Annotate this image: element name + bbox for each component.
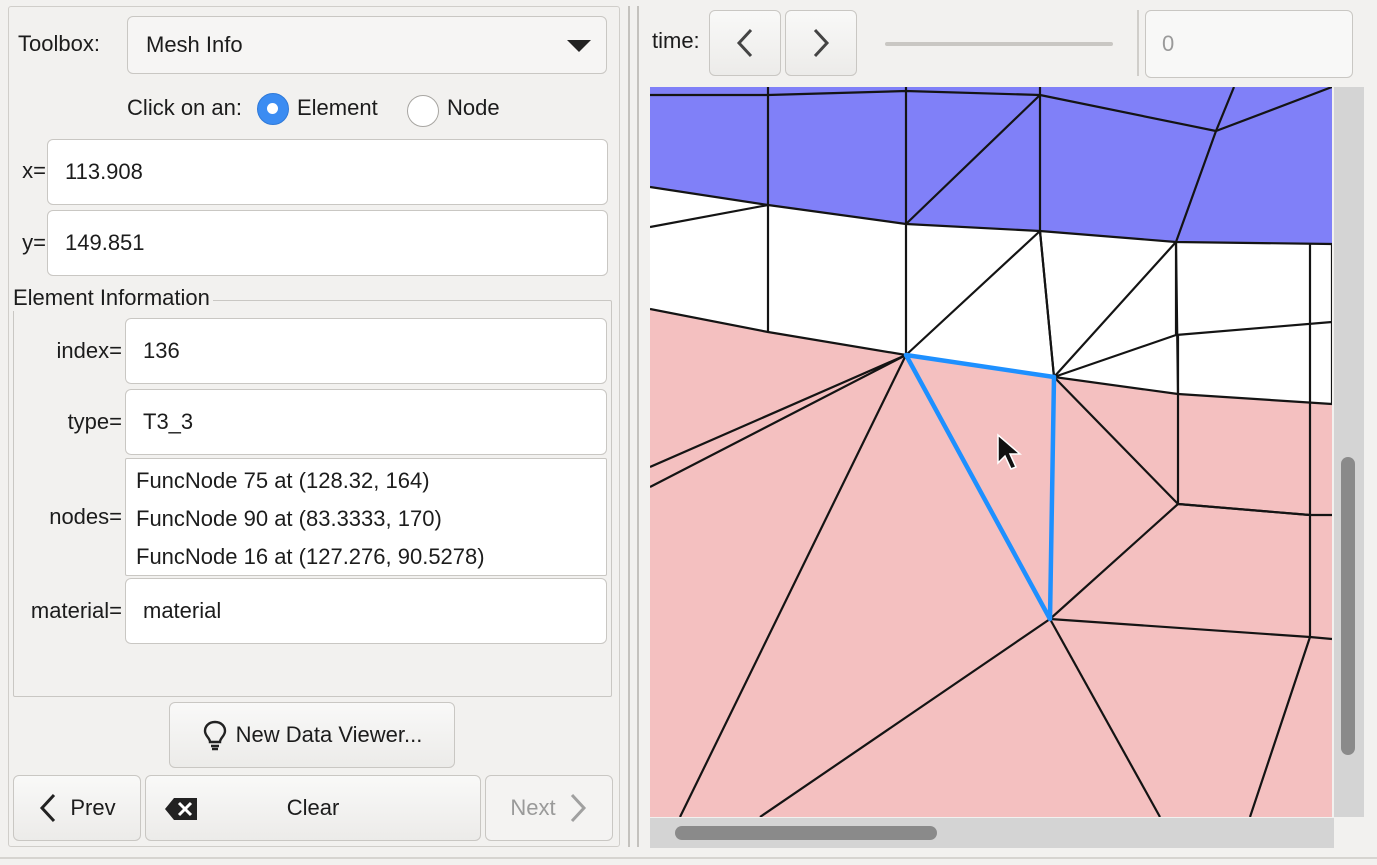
y-field[interactable]: 149.851 — [47, 210, 608, 276]
index-label: index= — [56, 338, 122, 363]
prev-button[interactable]: Prev — [13, 775, 141, 841]
toolbar-separator — [1137, 10, 1139, 76]
node-radio-label: Node — [447, 95, 500, 120]
time-field[interactable]: 0 — [1145, 10, 1353, 78]
toolbox-label: Toolbox: — [18, 31, 100, 56]
chevron-right-icon — [813, 28, 830, 58]
vertical-scrollbar-thumb[interactable] — [1341, 457, 1355, 755]
material-label: material= — [30, 598, 122, 623]
left-panel — [8, 6, 620, 847]
element-info-group — [13, 300, 612, 697]
index-value: 136 — [143, 338, 180, 363]
x-field[interactable]: 113.908 — [47, 139, 608, 205]
panel-splitter[interactable] — [628, 6, 640, 847]
selected-element-outline — [903, 352, 1057, 622]
time-value: 0 — [1162, 31, 1175, 56]
chevron-right-icon — [570, 793, 586, 823]
click-on-label: Click on an: — [127, 95, 242, 120]
horizontal-scrollbar[interactable] — [650, 818, 1334, 848]
time-slider[interactable] — [885, 42, 1113, 46]
chevron-left-icon — [40, 793, 56, 823]
new-data-viewer-button[interactable]: New Data Viewer... — [169, 702, 455, 768]
material-value: material — [143, 598, 222, 623]
bottom-separator — [0, 857, 1377, 859]
type-field[interactable]: T3_3 — [125, 389, 607, 455]
blue-region — [650, 87, 1332, 244]
nodes-label: nodes= — [49, 504, 122, 529]
element-radio[interactable] — [257, 93, 289, 125]
next-button[interactable]: Next — [485, 775, 613, 841]
y-value: 149.851 — [65, 230, 145, 255]
prev-label: Prev — [70, 795, 116, 820]
new-data-viewer-label: New Data Viewer... — [235, 722, 423, 747]
list-item[interactable]: FuncNode 16 at (127.276, 90.5278) — [136, 544, 485, 569]
time-label: time: — [652, 28, 700, 53]
nodes-list[interactable]: FuncNode 75 at (128.32, 164) FuncNode 90… — [125, 458, 607, 576]
type-label: type= — [67, 409, 122, 434]
chevron-left-icon — [736, 28, 753, 58]
list-item[interactable]: FuncNode 90 at (83.3333, 170) — [136, 506, 442, 531]
time-prev-button[interactable] — [709, 10, 781, 76]
mesh-canvas[interactable] — [650, 87, 1332, 817]
vertical-scrollbar[interactable] — [1334, 87, 1364, 817]
time-next-button[interactable] — [785, 10, 857, 76]
index-field[interactable]: 136 — [125, 318, 607, 384]
lightbulb-icon — [203, 720, 226, 751]
type-value: T3_3 — [143, 409, 194, 434]
y-label: y= — [22, 230, 46, 255]
toolbox-selected: Mesh Info — [146, 32, 243, 57]
backspace-icon — [165, 798, 197, 820]
mesh-drawing — [650, 87, 1332, 817]
clear-button[interactable]: Clear — [145, 775, 481, 841]
list-item[interactable]: FuncNode 75 at (128.32, 164) — [136, 468, 430, 493]
chevron-down-icon — [567, 40, 591, 52]
material-field[interactable]: material — [125, 578, 607, 644]
x-label: x= — [22, 158, 46, 183]
next-label: Next — [510, 795, 556, 820]
horizontal-scrollbar-thumb[interactable] — [675, 826, 937, 840]
clear-label: Clear — [286, 795, 340, 820]
mouse-cursor-icon — [997, 433, 1023, 470]
toolbox-dropdown[interactable]: Mesh Info — [127, 16, 607, 74]
element-info-title: Element Information — [13, 285, 213, 311]
element-radio-label: Element — [297, 95, 378, 120]
x-value: 113.908 — [65, 159, 143, 184]
node-radio[interactable] — [407, 95, 439, 127]
